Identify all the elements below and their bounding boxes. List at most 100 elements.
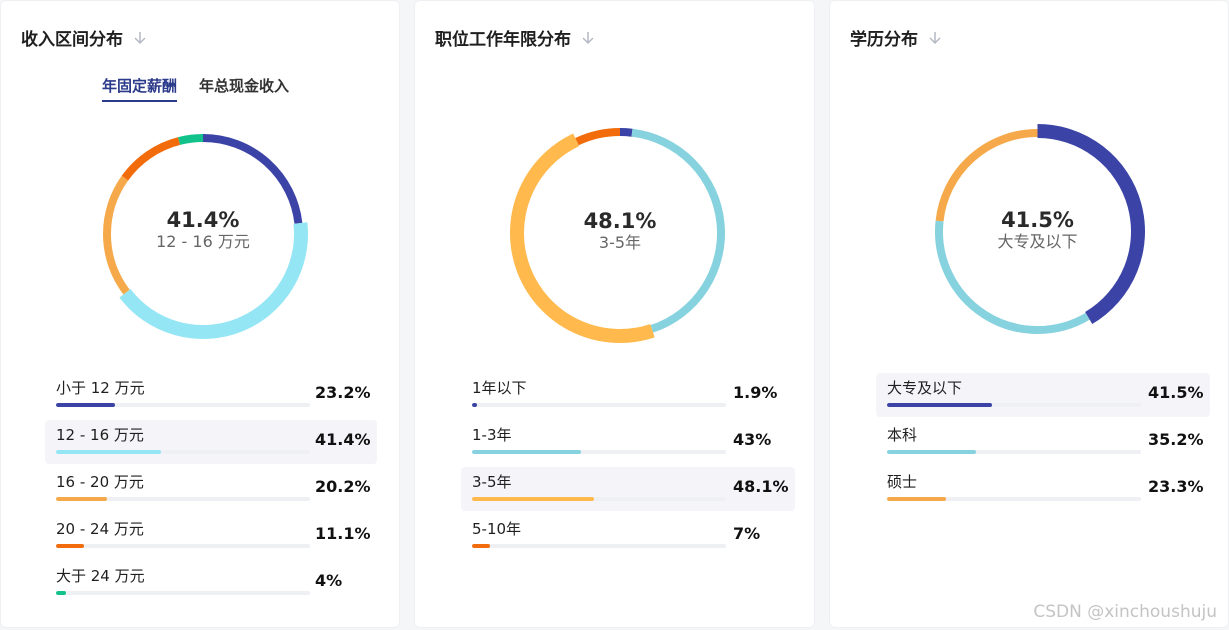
donut-center-value: 48.1% bbox=[583, 209, 657, 233]
education-distribution-card: 学历分布 41.5% 大专及以下 大专及以下 41.5% 本科 35.2% 硕士 23.3… bbox=[829, 0, 1229, 628]
legend-row[interactable]: 本科 35.2% bbox=[876, 420, 1210, 464]
tab-total-cash[interactable]: 年总现金收入 bbox=[199, 77, 290, 95]
legend-percent: 35.2% bbox=[1148, 430, 1204, 449]
tab-fixed-salary[interactable]: 年固定薪酬 bbox=[102, 75, 178, 102]
legend-row[interactable]: 1-3年 43% bbox=[461, 420, 795, 464]
legend-label: 16 - 20 万元 bbox=[56, 473, 144, 491]
legend-bar-fill bbox=[887, 403, 993, 407]
legend-label: 5-10年 bbox=[472, 520, 522, 538]
legend-bar-fill bbox=[887, 450, 977, 454]
donut-segment[interactable] bbox=[119, 222, 308, 339]
donut-segment[interactable] bbox=[121, 137, 181, 181]
legend-bar-fill bbox=[472, 450, 582, 454]
legend-bar-track bbox=[56, 497, 310, 501]
donut-segment[interactable] bbox=[1037, 124, 1145, 325]
legend-percent: 41.5% bbox=[1148, 383, 1204, 402]
legend-bar-track bbox=[56, 591, 310, 595]
legend-percent: 1.9% bbox=[733, 383, 778, 402]
donut-chart: 41.4% 12 - 16 万元 bbox=[93, 124, 313, 344]
legend-bar-track bbox=[887, 450, 1141, 454]
legend-bar-track bbox=[887, 497, 1141, 501]
donut-segment[interactable] bbox=[935, 220, 1090, 334]
donut-center: 41.5% 大专及以下 bbox=[925, 208, 1150, 252]
card-title: 职位工作年限分布 bbox=[435, 25, 595, 50]
legend-bar-track bbox=[472, 450, 726, 454]
legend-bar-fill bbox=[887, 497, 947, 501]
donut-svg bbox=[103, 134, 308, 339]
legend-row[interactable]: 16 - 20 万元 20.2% bbox=[45, 467, 377, 511]
legend-row[interactable]: 1年以下 1.9% bbox=[461, 373, 795, 417]
card-title-text: 收入区间分布 bbox=[21, 30, 123, 50]
legend-percent: 23.2% bbox=[315, 383, 371, 402]
donut-segment[interactable] bbox=[510, 133, 655, 343]
legend-label: 12 - 16 万元 bbox=[56, 426, 144, 444]
legend-row[interactable]: 5-10年 7% bbox=[461, 514, 795, 558]
card-title: 学历分布 bbox=[850, 25, 942, 50]
legend-label: 硕士 bbox=[887, 473, 918, 491]
donut-center-value: 41.4% bbox=[166, 208, 240, 232]
legend-row[interactable]: 大专及以下 41.5% bbox=[876, 373, 1210, 417]
donut-segment[interactable] bbox=[178, 134, 204, 145]
donut-segment[interactable] bbox=[631, 128, 725, 333]
legend-percent: 48.1% bbox=[733, 477, 789, 496]
legend-bar-track bbox=[56, 450, 310, 454]
legend-percent: 20.2% bbox=[315, 477, 371, 496]
donut-center-value: 41.5% bbox=[1001, 208, 1074, 232]
donut-center: 41.4% 12 - 16 万元 bbox=[93, 208, 313, 252]
legend-bar-track bbox=[56, 403, 310, 407]
legend-label: 1-3年 bbox=[472, 426, 512, 444]
legend-bar-fill bbox=[56, 497, 108, 501]
donut-segment[interactable] bbox=[575, 128, 621, 146]
legend-bar-fill bbox=[56, 544, 85, 548]
donut-segment[interactable] bbox=[103, 175, 130, 295]
legend-percent: 4% bbox=[315, 571, 343, 590]
legend-percent: 41.4% bbox=[315, 430, 371, 449]
legend-bar-fill bbox=[472, 403, 477, 407]
legend-bar-track bbox=[56, 544, 310, 548]
donut-center-label: 大专及以下 bbox=[997, 232, 1078, 251]
legend-label: 3-5年 bbox=[472, 473, 512, 491]
legend-row[interactable]: 硕士 23.3% bbox=[876, 467, 1210, 511]
donut-center-label: 12 - 16 万元 bbox=[156, 232, 250, 251]
donut-segment[interactable] bbox=[202, 134, 303, 224]
watermark: CSDN @xinchoushuju bbox=[1033, 602, 1217, 622]
legend-label: 1年以下 bbox=[472, 379, 527, 397]
legend-row[interactable]: 12 - 16 万元 41.4% bbox=[45, 420, 377, 464]
donut-segment[interactable] bbox=[619, 128, 633, 137]
card-title-text: 职位工作年限分布 bbox=[435, 30, 571, 50]
legend-percent: 7% bbox=[733, 524, 761, 543]
legend-label: 大于 24 万元 bbox=[56, 567, 145, 585]
legend-label: 小于 12 万元 bbox=[56, 379, 145, 397]
legend-bar-fill bbox=[472, 544, 490, 548]
legend-row[interactable]: 20 - 24 万元 11.1% bbox=[45, 514, 377, 558]
legend-bar-track bbox=[887, 403, 1141, 407]
legend-bar-fill bbox=[472, 497, 595, 501]
donut-svg bbox=[510, 128, 725, 343]
donut-chart: 41.5% 大专及以下 bbox=[925, 119, 1150, 344]
legend-bar-fill bbox=[56, 450, 162, 454]
legend-percent: 43% bbox=[733, 430, 772, 449]
legend-row[interactable]: 大于 24 万元 4% bbox=[45, 561, 377, 605]
legend-percent: 11.1% bbox=[315, 524, 371, 543]
donut-segment[interactable] bbox=[935, 129, 1038, 222]
donut-center-label: 3-5年 bbox=[598, 233, 642, 252]
arrow-down-icon[interactable] bbox=[581, 30, 595, 46]
arrow-down-icon[interactable] bbox=[133, 30, 147, 46]
legend-row[interactable]: 3-5年 48.1% bbox=[461, 467, 795, 511]
arrow-down-icon[interactable] bbox=[928, 30, 942, 46]
legend-row[interactable]: 小于 12 万元 23.2% bbox=[45, 373, 377, 417]
legend-bar-fill bbox=[56, 403, 115, 407]
legend-bar-track bbox=[472, 403, 726, 407]
card-title: 收入区间分布 bbox=[21, 25, 147, 50]
legend-label: 本科 bbox=[887, 426, 918, 444]
legend-bar-track bbox=[472, 497, 726, 501]
donut-svg bbox=[935, 124, 1145, 334]
legend-label: 大专及以下 bbox=[887, 379, 963, 397]
legend-label: 20 - 24 万元 bbox=[56, 520, 144, 538]
donut-chart: 48.1% 3-5年 bbox=[505, 118, 735, 348]
legend-bar-track bbox=[472, 544, 726, 548]
legend-percent: 23.3% bbox=[1148, 477, 1204, 496]
income-distribution-card: 收入区间分布 年固定薪酬 年总现金收入 41.4% 12 - 16 万元 小于 … bbox=[0, 0, 400, 628]
donut-center: 48.1% 3-5年 bbox=[505, 209, 735, 253]
